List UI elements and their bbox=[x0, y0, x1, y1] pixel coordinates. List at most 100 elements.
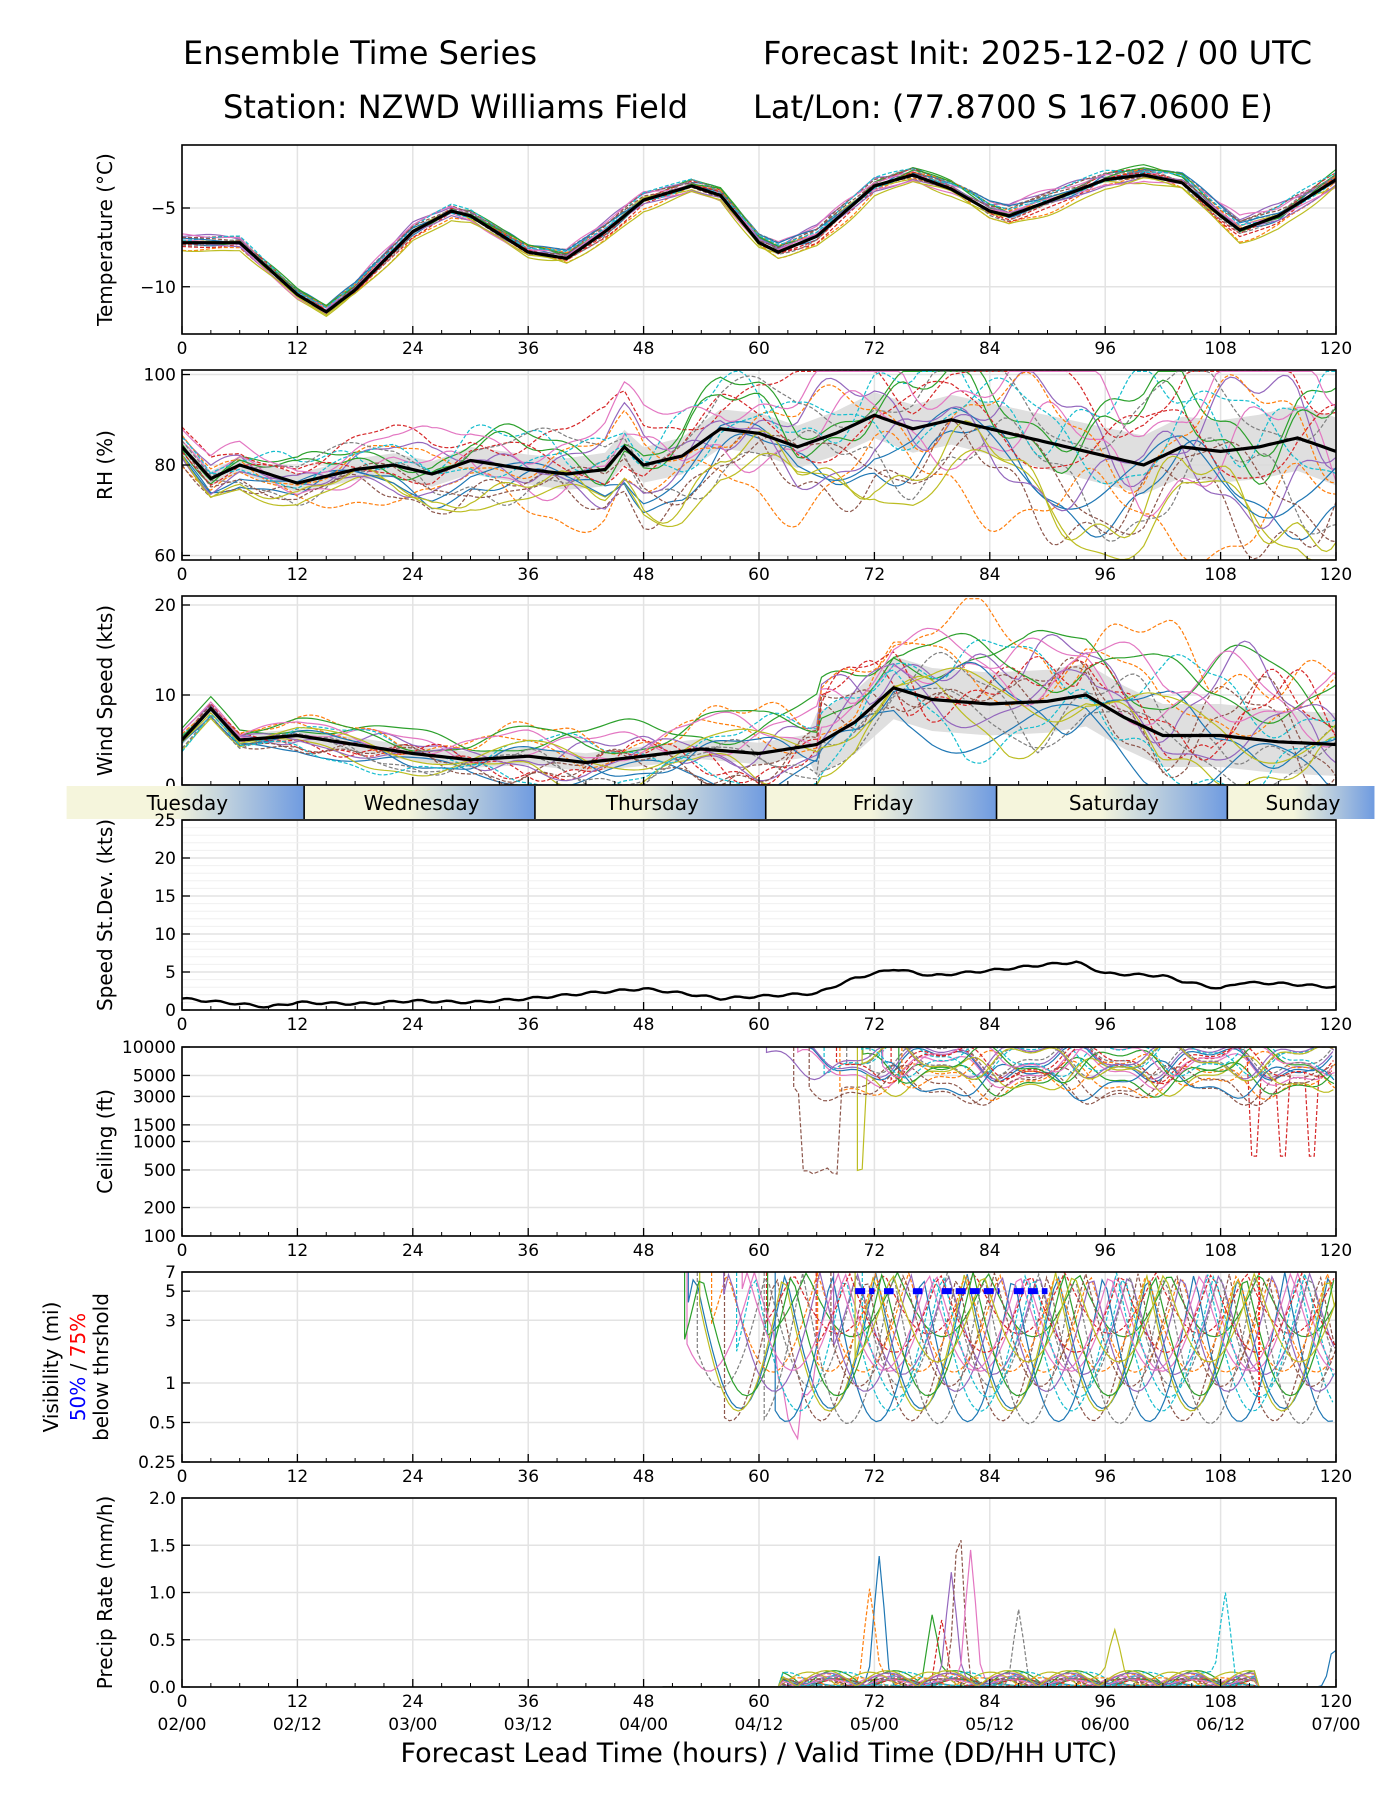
ensemble-spread-band bbox=[182, 656, 1336, 776]
ensemble-member-line bbox=[182, 177, 1336, 316]
x-tick-label: 48 bbox=[633, 1692, 655, 1712]
x-tick-label: 0 bbox=[177, 1015, 188, 1035]
precip-member-line bbox=[662, 1549, 1336, 1687]
precip-member-line bbox=[662, 1627, 1336, 1687]
ensemble-member-line bbox=[182, 406, 1336, 529]
x-tick-label: 120 bbox=[1320, 565, 1352, 585]
ensemble-member-line bbox=[182, 419, 1336, 560]
day-bar-segment bbox=[534, 786, 766, 819]
visibility-member-line bbox=[696, 1272, 1333, 1389]
x-tick-label: 36 bbox=[517, 1692, 539, 1712]
y-tick-label: 20 bbox=[154, 849, 176, 869]
day-label: Sunday bbox=[1265, 791, 1340, 815]
ensemble-mean-line bbox=[182, 413, 1336, 485]
valid-time-label: 04/00 bbox=[619, 1715, 668, 1735]
y-axis-label: Precip Rate (mm/h) bbox=[93, 1496, 117, 1690]
ceiling-member-line bbox=[856, 1047, 1334, 1172]
x-tick-label: 0 bbox=[177, 1467, 188, 1487]
x-tick-label: 12 bbox=[287, 1692, 309, 1712]
valid-time-label: 07/00 bbox=[1312, 1715, 1361, 1735]
station-label: Station: NZWD Williams Field bbox=[223, 88, 689, 126]
valid-time-label: 02/12 bbox=[273, 1715, 322, 1735]
ensemble-member-line bbox=[182, 651, 1336, 784]
x-tick-label: 48 bbox=[633, 339, 655, 359]
ceiling-member-line bbox=[881, 1047, 1335, 1102]
valid-time-label: 06/12 bbox=[1196, 1715, 1245, 1735]
x-tick-label: 24 bbox=[402, 1692, 424, 1712]
y-tick-label: 2.0 bbox=[149, 1489, 176, 1509]
ensemble-member-line bbox=[182, 629, 1336, 752]
valid-time-label: 03/12 bbox=[504, 1715, 553, 1735]
day-bar-segment bbox=[1227, 786, 1375, 819]
x-tick-label: 72 bbox=[864, 1692, 886, 1712]
x-tick-label: 12 bbox=[287, 1241, 309, 1261]
ceiling-member-line bbox=[861, 1047, 1334, 1082]
plot-area bbox=[182, 598, 1336, 785]
x-axis-title: Forecast Lead Time (hours) / Valid Time … bbox=[401, 1738, 1118, 1769]
visibility-member-line bbox=[741, 1272, 1334, 1372]
visibility-member-line bbox=[815, 1272, 1336, 1354]
ensemble-member-line bbox=[182, 426, 1336, 543]
ceiling-member-line bbox=[808, 1047, 1334, 1107]
x-tick-label: 108 bbox=[1204, 1015, 1236, 1035]
x-tick-label: 60 bbox=[748, 1467, 770, 1487]
x-tick-label: 108 bbox=[1204, 1241, 1236, 1261]
x-tick-label: 108 bbox=[1204, 1692, 1236, 1712]
x-tick-label: 84 bbox=[979, 1241, 1001, 1261]
x-tick-label: 72 bbox=[864, 565, 886, 585]
visibility-member-line bbox=[817, 1272, 1333, 1373]
y-tick-label: 5 bbox=[165, 1282, 176, 1302]
legend-50: 50% bbox=[66, 1377, 90, 1421]
title-right: Forecast Init: 2025-12-02 / 00 UTC bbox=[763, 34, 1313, 72]
ensemble-member-line bbox=[182, 632, 1336, 755]
x-tick-label: 48 bbox=[633, 1241, 655, 1261]
y-tick-label: 200 bbox=[144, 1199, 176, 1219]
day-bar: Tuesday Wednesday Thursday Friday Saturday Su… bbox=[66, 786, 1375, 819]
valid-time-label: 03/00 bbox=[388, 1715, 437, 1735]
ceiling-member-line bbox=[901, 1047, 1336, 1092]
y-tick-label: 100 bbox=[144, 1227, 176, 1247]
x-tick-label: 60 bbox=[748, 339, 770, 359]
visibility-member-line bbox=[723, 1272, 1335, 1393]
ceiling-member-line bbox=[882, 1047, 1335, 1078]
x-tick-label: 72 bbox=[864, 1467, 886, 1487]
ensemble-member-line bbox=[182, 171, 1336, 309]
ceiling-member-line bbox=[789, 1047, 1334, 1081]
y-tick-label: 10 bbox=[154, 925, 176, 945]
x-tick-label: 108 bbox=[1204, 565, 1236, 585]
x-tick-label: 120 bbox=[1320, 339, 1352, 359]
ensemble-member-line bbox=[182, 370, 1336, 475]
x-tick-label: 120 bbox=[1320, 1015, 1352, 1035]
y-tick-label: 1500 bbox=[133, 1116, 176, 1136]
ensemble-member-line bbox=[182, 598, 1336, 755]
ensemble-member-line bbox=[182, 651, 1336, 785]
x-tick-label: 36 bbox=[517, 1467, 539, 1487]
y-tick-label: 60 bbox=[154, 546, 176, 566]
x-tick-label: 96 bbox=[1094, 1241, 1116, 1261]
y-axis-label: Wind Speed (kts) bbox=[93, 605, 117, 776]
x-tick-label: 24 bbox=[402, 1241, 424, 1261]
y-tick-label: 1 bbox=[165, 1374, 176, 1394]
panel-ceiling: 0 12 24 36 48 60 72 84 96 108 120 100 200 500 10001500… bbox=[93, 1038, 1352, 1261]
visibility-label: Visibility (mi) bbox=[39, 1302, 63, 1433]
x-tick-label: 36 bbox=[517, 339, 539, 359]
y-tick-label: 15 bbox=[154, 887, 176, 907]
precip-member-line bbox=[662, 1556, 1336, 1687]
visibility-member-line bbox=[774, 1272, 1333, 1423]
x-tick-label: 120 bbox=[1320, 1241, 1352, 1261]
visibility-member-line bbox=[711, 1272, 1333, 1373]
x-tick-label: 84 bbox=[979, 1467, 1001, 1487]
ensemble-member-line bbox=[182, 380, 1336, 486]
day-bar-segment bbox=[996, 786, 1228, 819]
x-tick-label: 36 bbox=[517, 1241, 539, 1261]
ensemble-member-line bbox=[182, 370, 1336, 474]
day-label: Tuesday bbox=[146, 791, 229, 815]
legend-75: 75% bbox=[66, 1313, 90, 1357]
plot-area bbox=[765, 1047, 1336, 1175]
ceiling-member-line bbox=[835, 1047, 1333, 1085]
ensemble-member-line bbox=[182, 639, 1336, 767]
x-tick-label: 96 bbox=[1094, 1015, 1116, 1035]
x-tick-label: 48 bbox=[633, 1467, 655, 1487]
valid-time-label: 05/00 bbox=[850, 1715, 899, 1735]
